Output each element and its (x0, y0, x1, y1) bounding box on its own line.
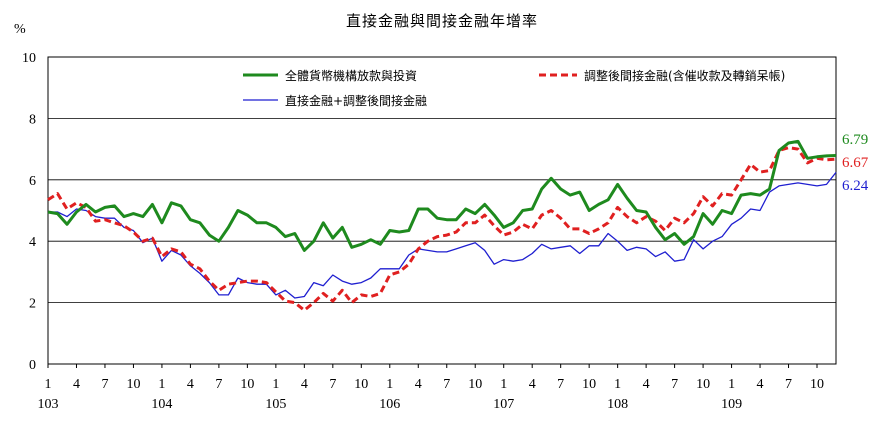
x-tick-label-year-106: 106 (379, 397, 400, 412)
x-tick-label-year-103: 103 (38, 397, 59, 412)
x-tick-label-year-109: 109 (721, 397, 742, 412)
x-tick-label-month: 10 (468, 377, 482, 392)
series-line-direct (48, 171, 837, 299)
x-tick-label-year-108: 108 (607, 397, 628, 412)
x-tick-label-year-107: 107 (493, 397, 514, 412)
x-tick-label-year-105: 105 (265, 397, 286, 412)
x-tick-label-month: 1 (500, 377, 507, 392)
x-tick-label-month: 10 (696, 377, 710, 392)
x-tick-label-month: 1 (272, 377, 279, 392)
x-tick-label-month: 10 (354, 377, 368, 392)
x-tick-label-month: 1 (45, 377, 52, 392)
x-tick-label-month: 7 (671, 377, 678, 392)
x-tick-label-month: 4 (415, 377, 422, 392)
x-tick-label-month: 7 (101, 377, 108, 392)
legend-label-adjusted: 調整後間接金融(含催收款及轉銷呆帳) (584, 68, 785, 83)
x-tick-label-month: 1 (158, 377, 165, 392)
end-value-label-direct: 6.24 (842, 178, 869, 194)
x-tick-label-month: 10 (126, 377, 140, 392)
y-tick-label-0: 0 (29, 358, 36, 373)
y-tick-label-8: 8 (29, 112, 36, 127)
x-tick-label-month: 7 (785, 377, 792, 392)
y-tick-label-4: 4 (29, 235, 36, 250)
x-tick-label-month: 7 (443, 377, 450, 392)
x-tick-label-month: 10 (240, 377, 254, 392)
x-tick-label-month: 4 (73, 377, 80, 392)
x-tick-label-month: 7 (215, 377, 222, 392)
series-line-total (47, 139, 837, 252)
series-line-adjusted (47, 146, 837, 312)
x-tick-label-month: 10 (810, 377, 824, 392)
y-tick-label-10: 10 (22, 51, 36, 66)
x-tick-label-year-104: 104 (151, 397, 172, 412)
x-tick-label-month: 7 (329, 377, 336, 392)
y-axis-unit: % (14, 22, 26, 37)
plot-frame (47, 56, 837, 365)
end-value-label-adjusted: 6.67 (842, 155, 869, 171)
legend-label-direct: 直接金融+調整後間接金融 (285, 93, 427, 108)
x-tick-label-month: 1 (614, 377, 621, 392)
chart-title: 直接金融與間接金融年增率 (345, 12, 538, 30)
y-tick-label-2: 2 (29, 297, 36, 312)
x-tick-label-month: 1 (386, 377, 393, 392)
y-tick-label-6: 6 (29, 174, 36, 189)
end-value-label-total: 6.79 (842, 132, 868, 148)
x-tick-label-month: 7 (557, 377, 564, 392)
x-tick-label-month: 4 (187, 377, 194, 392)
x-tick-label-month: 4 (643, 377, 650, 392)
x-tick-label-month: 10 (582, 377, 596, 392)
legend-label-total: 全體貨幣機構放款與投資 (285, 68, 417, 83)
x-tick-label-month: 4 (757, 377, 764, 392)
x-tick-label-month: 4 (529, 377, 536, 392)
x-tick-label-month: 1 (728, 377, 735, 392)
x-tick-label-month: 4 (301, 377, 308, 392)
